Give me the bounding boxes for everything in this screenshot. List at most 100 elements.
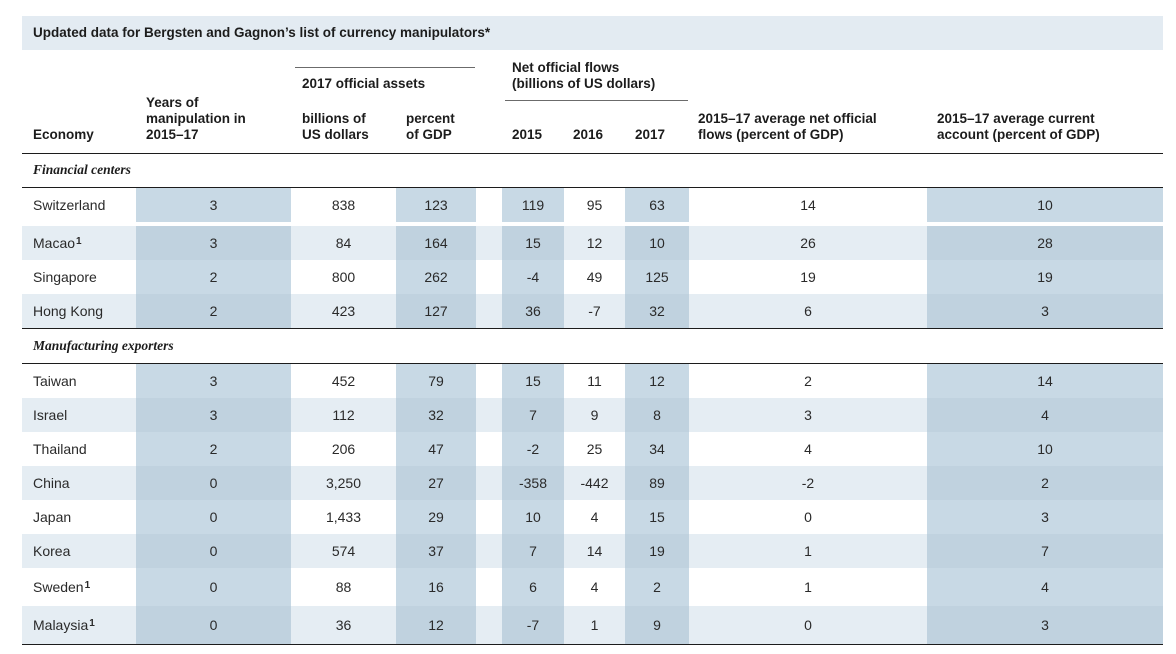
table-row: Hong Kong 2 423 127 36 -7 32 6 3 [22, 294, 1163, 328]
cell-avg-ca: 2 [927, 466, 1163, 500]
section-label: Manufacturing exporters [33, 338, 174, 353]
cell-economy-text: Thailand [33, 441, 87, 457]
cell-avg-ca: 19 [927, 260, 1163, 294]
cell-avg-ca: 3 [927, 606, 1163, 644]
cell-assets-billions-text: 574 [331, 543, 356, 559]
cell-flows-2015-text: -7 [526, 617, 540, 633]
cell-flows-2017-text: 125 [645, 269, 669, 285]
cell-assets-billions-text: 452 [331, 373, 356, 389]
cell-avg-flows-text: 2 [804, 373, 812, 389]
cell-assets-billions: 1,433 [291, 500, 396, 534]
cell-economy-text: China [33, 475, 70, 491]
cell-assets-percent: 37 [396, 534, 476, 568]
cell-assets-billions: 423 [291, 294, 396, 328]
cell-assets-percent-text: 123 [424, 197, 448, 213]
cell-assets-billions: 452 [291, 364, 396, 398]
cell-flows-2016-text: 4 [590, 509, 599, 525]
header-avg-ca: 2015–17 average current account (percent… [937, 111, 1100, 142]
cell-flows-2016: 4 [564, 568, 625, 606]
table-bottom-rule [22, 644, 1163, 645]
cell-assets-percent-text: 79 [428, 373, 444, 389]
section-label: Financial centers [33, 162, 131, 177]
cell-flows-2016: 49 [564, 260, 625, 294]
cell-avg-flows: 6 [689, 294, 927, 328]
cell-avg-flows-text: 4 [804, 441, 812, 457]
table-row: Switzerland 3 838 123 119 95 63 14 10 [22, 188, 1163, 222]
cell-flows-2016: -442 [564, 466, 625, 500]
cell-flows-2015-text: 119 [521, 197, 545, 213]
cell-assets-billions-text: 112 [332, 407, 355, 423]
table-row: Japan 0 1,433 29 10 4 15 0 3 [22, 500, 1163, 534]
cell-assets-billions: 838 [291, 188, 396, 222]
header-assets-group: 2017 official assets [302, 76, 426, 91]
cell-flows-2017: 12 [625, 364, 689, 398]
cell-assets-percent-text: 47 [428, 441, 444, 457]
cell-flows-2017-text: 15 [649, 509, 665, 525]
cell-avg-flows-text: 3 [804, 407, 812, 423]
cell-flows-2015: 15 [502, 364, 564, 398]
cell-avg-flows-text: 19 [800, 269, 816, 285]
section-financial-centers: Financial centers [22, 153, 1163, 187]
table-row: China 0 3,250 27 -358 -442 89 -2 2 [22, 466, 1163, 500]
cell-years: 3 [136, 398, 291, 432]
cell-flows-2015: 119 [502, 188, 564, 222]
cell-flows-2017: 10 [625, 226, 689, 260]
cell-flows-2017-text: 9 [653, 617, 661, 633]
cell-flows-2015: 15 [502, 226, 564, 260]
cell-economy-text: Singapore [33, 269, 97, 285]
cell-avg-ca-text: 7 [1041, 543, 1049, 559]
cell-assets-percent: 32 [396, 398, 476, 432]
cell-assets-billions: 206 [291, 432, 396, 466]
cell-flows-2017-text: 89 [649, 475, 665, 491]
cell-avg-flows-text: 0 [804, 617, 812, 633]
cell-avg-flows-text: 1 [804, 579, 812, 595]
table-title: Updated data for Bergsten and Gagnon’s l… [33, 25, 491, 40]
cell-flows-2016-text: 14 [586, 543, 603, 559]
cell-avg-flows: 3 [689, 398, 927, 432]
cell-economy: Hong Kong [22, 294, 136, 328]
cell-economy: Macao 1 [22, 226, 136, 260]
footnote-marker: 1 [89, 617, 95, 629]
cell-flows-2015-text: 36 [525, 303, 541, 319]
cell-years: 0 [136, 500, 291, 534]
cell-avg-ca: 28 [927, 226, 1163, 260]
cell-flows-2017-text: 8 [653, 407, 661, 423]
assets-group-rule [295, 67, 475, 68]
cell-avg-flows-text: 1 [804, 543, 812, 559]
cell-flows-2015-text: 15 [525, 373, 541, 389]
cell-avg-ca-text: 4 [1041, 579, 1049, 595]
cell-avg-flows: 2 [689, 364, 927, 398]
cell-assets-percent: 164 [396, 226, 476, 260]
cell-flows-2017: 19 [625, 534, 689, 568]
cell-avg-flows: 4 [689, 432, 927, 466]
cell-flows-2016-text: 11 [587, 373, 602, 389]
cell-avg-ca-text: 19 [1037, 269, 1053, 285]
cell-flows-2016-text: 49 [586, 269, 603, 285]
cell-avg-flows: 14 [689, 188, 927, 222]
cell-avg-flows: 1 [689, 568, 927, 606]
cell-avg-flows: 26 [689, 226, 927, 260]
cell-economy: Switzerland [22, 188, 136, 222]
cell-years: 3 [136, 364, 291, 398]
header-economy: Economy [33, 127, 94, 142]
cell-economy-text: Japan [33, 509, 72, 525]
cell-flows-2017-text: 34 [649, 441, 665, 457]
cell-flows-2016: 95 [564, 188, 625, 222]
cell-flows-2017: 8 [625, 398, 689, 432]
cell-years: 0 [136, 568, 291, 606]
cell-assets-billions-text: 36 [335, 617, 352, 633]
cell-assets-billions: 88 [291, 568, 396, 606]
header-assets-percent: percent of GDP [406, 111, 455, 142]
cell-flows-2017: 125 [625, 260, 689, 294]
cell-assets-billions-text: 206 [331, 441, 356, 457]
cell-avg-ca-text: 28 [1037, 235, 1053, 251]
cell-flows-2015: -7 [502, 606, 564, 644]
cell-economy: Taiwan [22, 364, 136, 398]
cell-economy-text: Macao [33, 235, 76, 251]
cell-assets-billions: 112 [291, 398, 396, 432]
table-row: Sweden 1 0 88 16 6 4 2 1 4 [22, 568, 1163, 606]
cell-flows-2015: 10 [502, 500, 564, 534]
cell-flows-2016: 25 [564, 432, 625, 466]
cell-assets-billions: 3,250 [291, 466, 396, 500]
cell-flows-2016-text: 95 [586, 197, 603, 213]
